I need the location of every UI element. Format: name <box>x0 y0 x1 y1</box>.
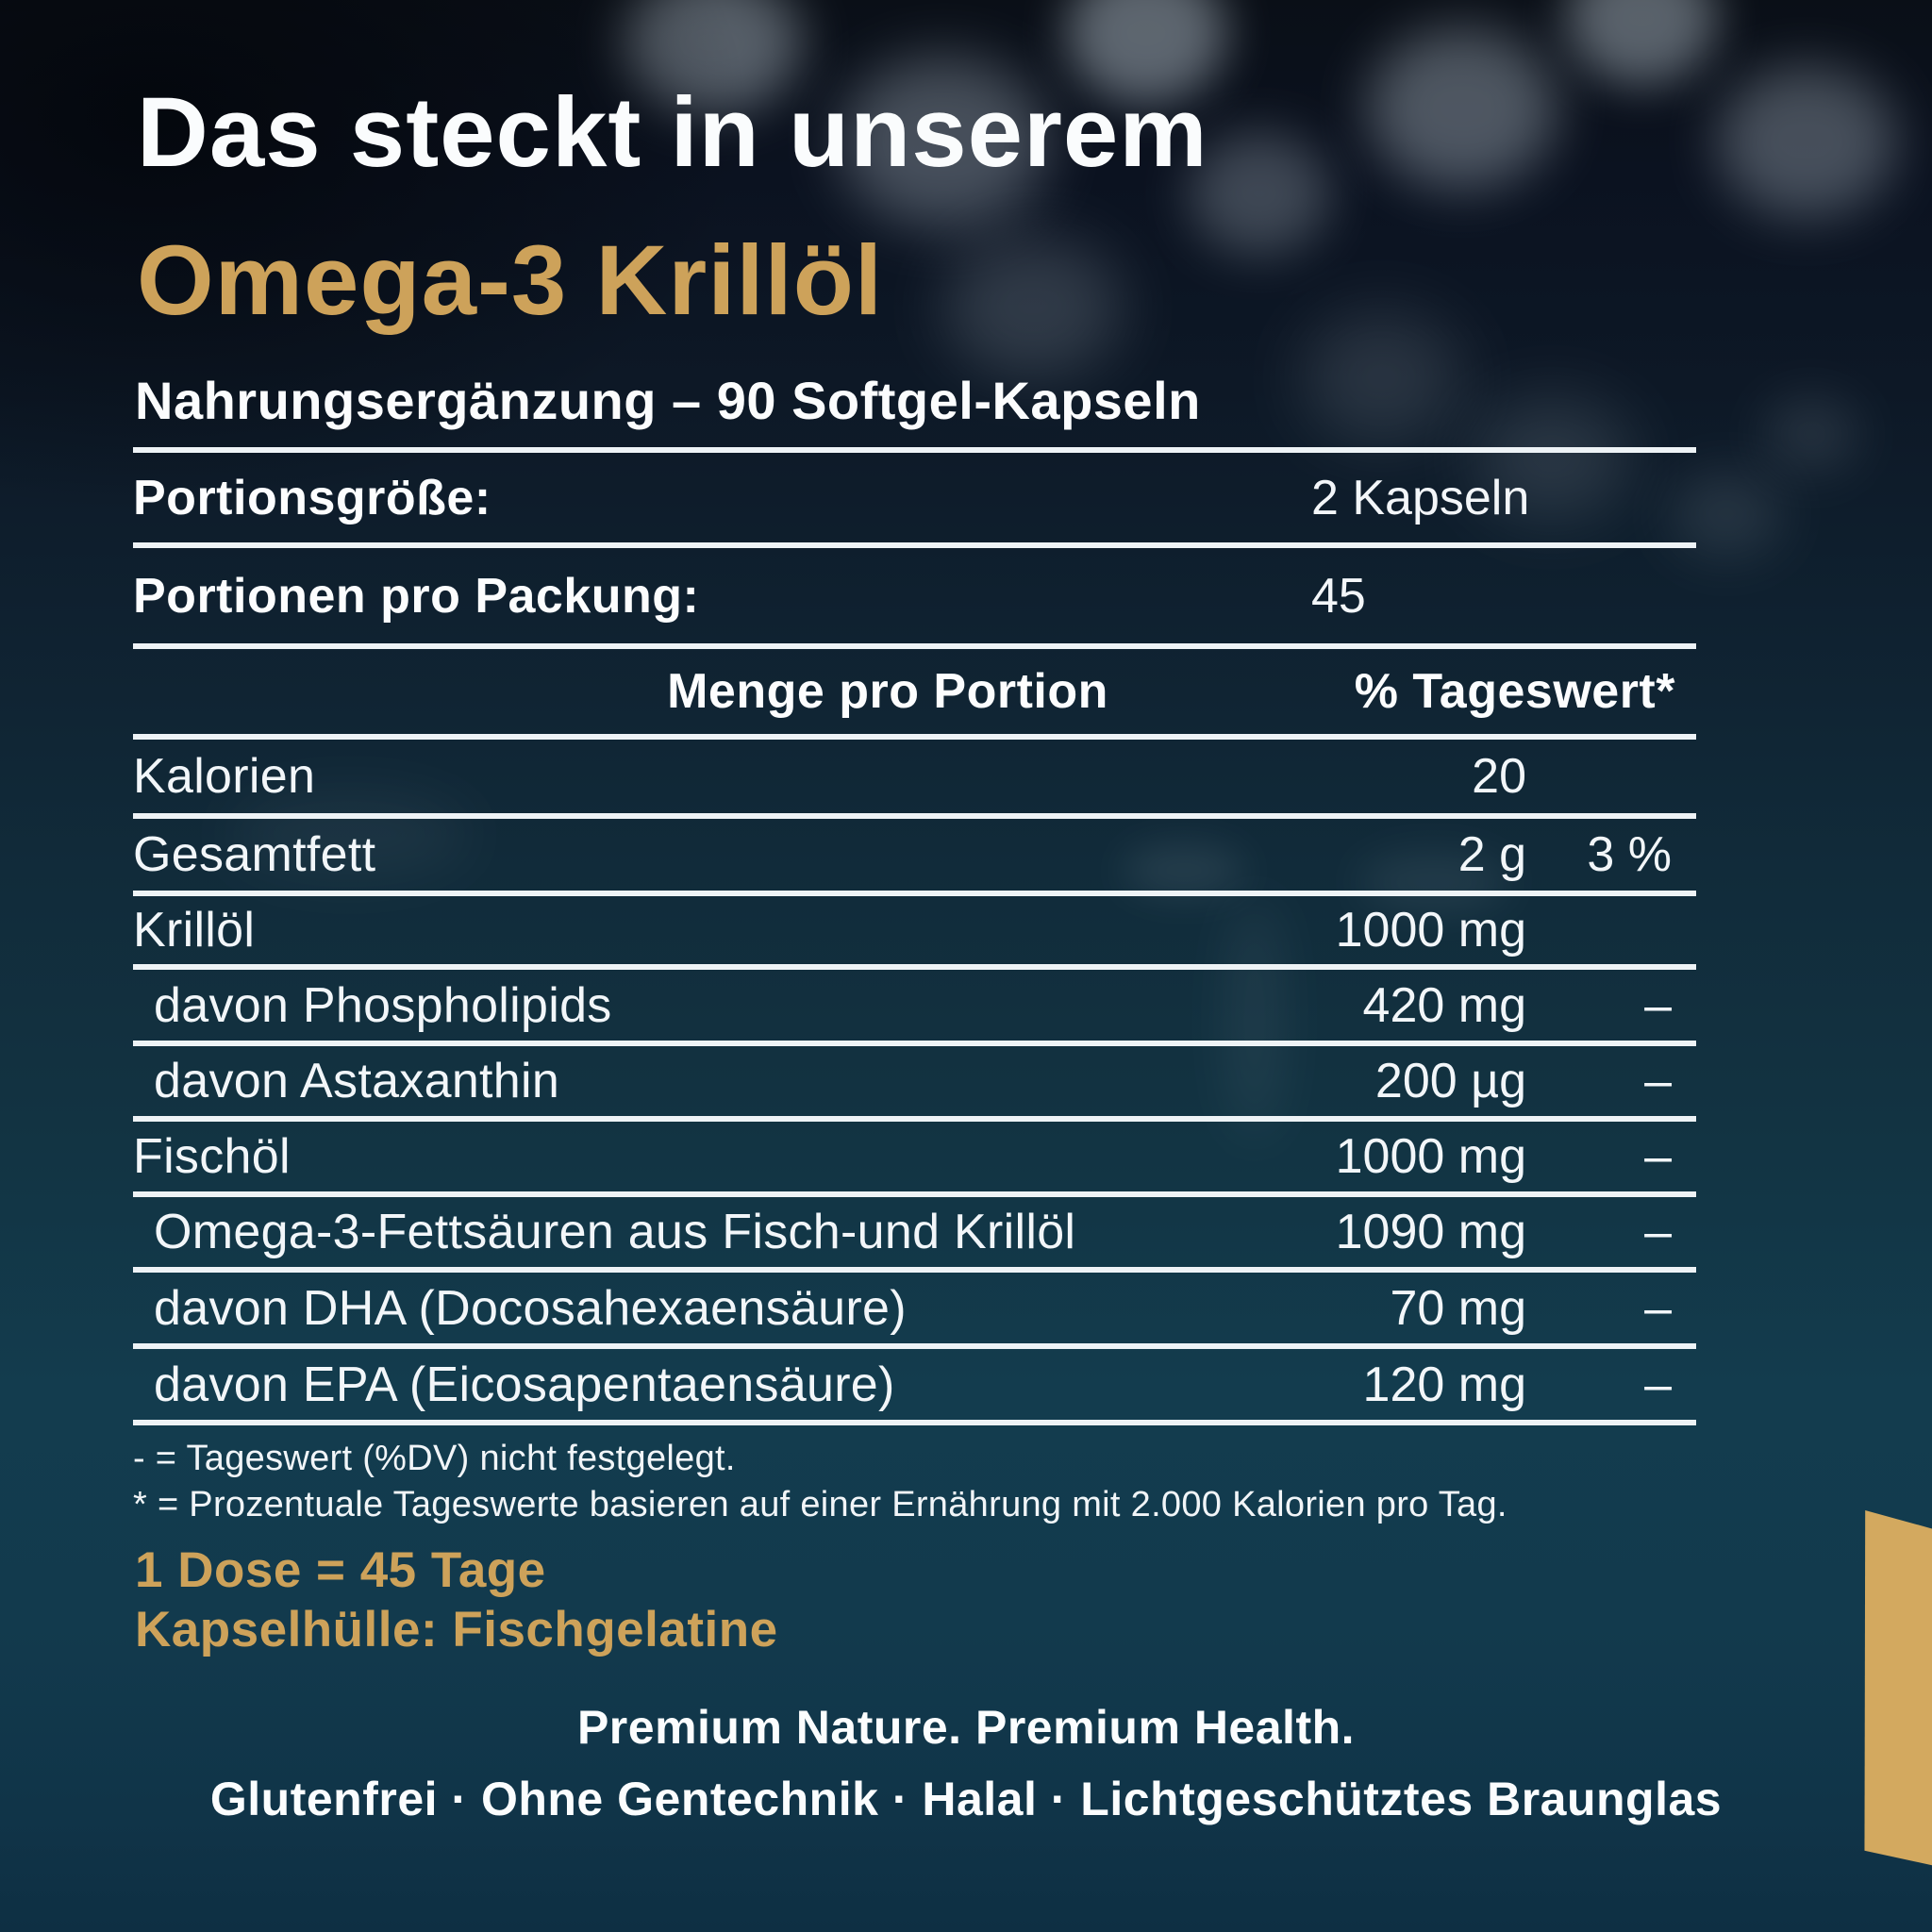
servings-per-pack-value: 45 <box>1311 568 1366 624</box>
serving-size-value: 2 Kapseln <box>1311 470 1530 525</box>
nutrient-label: Gesamtfett <box>133 827 376 882</box>
nutrient-amount: 70 mg <box>1390 1280 1526 1336</box>
column-header-daily-value: % Tageswert* <box>1354 664 1675 719</box>
table-row: Kalorien 20 <box>133 740 1696 819</box>
table-row: Gesamtfett 2 g 3 % <box>133 819 1696 896</box>
page-title-line2: Omega-3 Krillöl <box>137 225 884 336</box>
footnote-asterisk: * = Prozentuale Tageswerte basieren auf … <box>133 1485 1507 1524</box>
nutrient-amount: 2 g <box>1457 827 1526 882</box>
nutrient-amount: 1090 mg <box>1335 1205 1526 1259</box>
nutrient-daily-value: – <box>1644 1054 1672 1108</box>
gold-ribbon-decoration <box>1864 1509 1932 1866</box>
nutrient-daily-value: 3 % <box>1587 827 1672 882</box>
nutrient-label: davon EPA (Eicosapentaensäure) <box>154 1357 895 1412</box>
table-row: Krillöl 1000 mg <box>133 896 1696 970</box>
nutrient-label: davon DHA (Docosahexaensäure) <box>154 1280 907 1336</box>
nutrient-label: Kalorien <box>133 749 316 804</box>
nutrient-daily-value: – <box>1644 977 1672 1033</box>
subtitle: Nahrungsergänzung – 90 Softgel-Kapseln <box>135 371 1201 430</box>
nutrient-amount: 1000 mg <box>1335 903 1526 958</box>
serving-size-label: Portionsgröße: <box>133 470 491 525</box>
usage-duration: 1 Dose = 45 Tage <box>135 1542 546 1598</box>
nutrient-amount: 20 <box>1472 749 1526 804</box>
footnotes: - = Tageswert (%DV) nicht festgelegt. * … <box>133 1436 1507 1528</box>
footnote-dash: - = Tageswert (%DV) nicht festgelegt. <box>133 1439 736 1478</box>
nutrient-daily-value: – <box>1644 1129 1672 1184</box>
table-header-row: Menge pro Portion % Tageswert* <box>133 649 1696 740</box>
table-row: davon Phospholipids 420 mg – <box>133 970 1696 1046</box>
nutrient-label: davon Astaxanthin <box>154 1054 560 1108</box>
nutrient-amount: 1000 mg <box>1335 1129 1526 1184</box>
nutrient-label: Krillöl <box>133 903 256 958</box>
usage-info: 1 Dose = 45 Tage Kapselhülle: Fischgelat… <box>135 1541 778 1659</box>
product-claims: Glutenfrei · Ohne Gentechnik · Halal · L… <box>209 1773 1723 1825</box>
table-row: Fischöl 1000 mg – <box>133 1122 1696 1197</box>
nutrient-daily-value: – <box>1644 1205 1672 1259</box>
supplement-facts-table: Portionsgröße: 2 Kapseln Portionen pro P… <box>133 447 1696 1425</box>
nutrient-amount: 200 µg <box>1374 1054 1526 1108</box>
nutrient-label: Omega-3-Fettsäuren aus Fisch-und Krillöl <box>154 1205 1076 1259</box>
nutrient-daily-value: – <box>1644 1357 1672 1412</box>
table-row: davon EPA (Eicosapentaensäure) 120 mg – <box>133 1349 1696 1425</box>
page-title-line1: Das steckt in unserem <box>137 77 1208 188</box>
table-row: davon Astaxanthin 200 µg – <box>133 1046 1696 1122</box>
servings-per-pack-label: Portionen pro Packung: <box>133 568 700 624</box>
serving-size-row: Portionsgröße: 2 Kapseln <box>133 453 1696 548</box>
servings-per-pack-row: Portionen pro Packung: 45 <box>133 548 1696 649</box>
nutrient-amount: 420 mg <box>1362 977 1526 1033</box>
table-row: Omega-3-Fettsäuren aus Fisch-und Krillöl… <box>133 1197 1696 1273</box>
table-row: davon DHA (Docosahexaensäure) 70 mg – <box>133 1273 1696 1349</box>
nutrient-daily-value: – <box>1644 1280 1672 1336</box>
capsule-shell-info: Kapselhülle: Fischgelatine <box>135 1602 778 1657</box>
brand-tagline: Premium Nature. Premium Health. <box>576 1701 1356 1754</box>
nutrient-label: Fischöl <box>133 1129 291 1184</box>
nutrient-amount: 120 mg <box>1362 1357 1526 1412</box>
column-header-amount: Menge pro Portion <box>667 664 1108 719</box>
nutrient-label: davon Phospholipids <box>154 977 612 1033</box>
